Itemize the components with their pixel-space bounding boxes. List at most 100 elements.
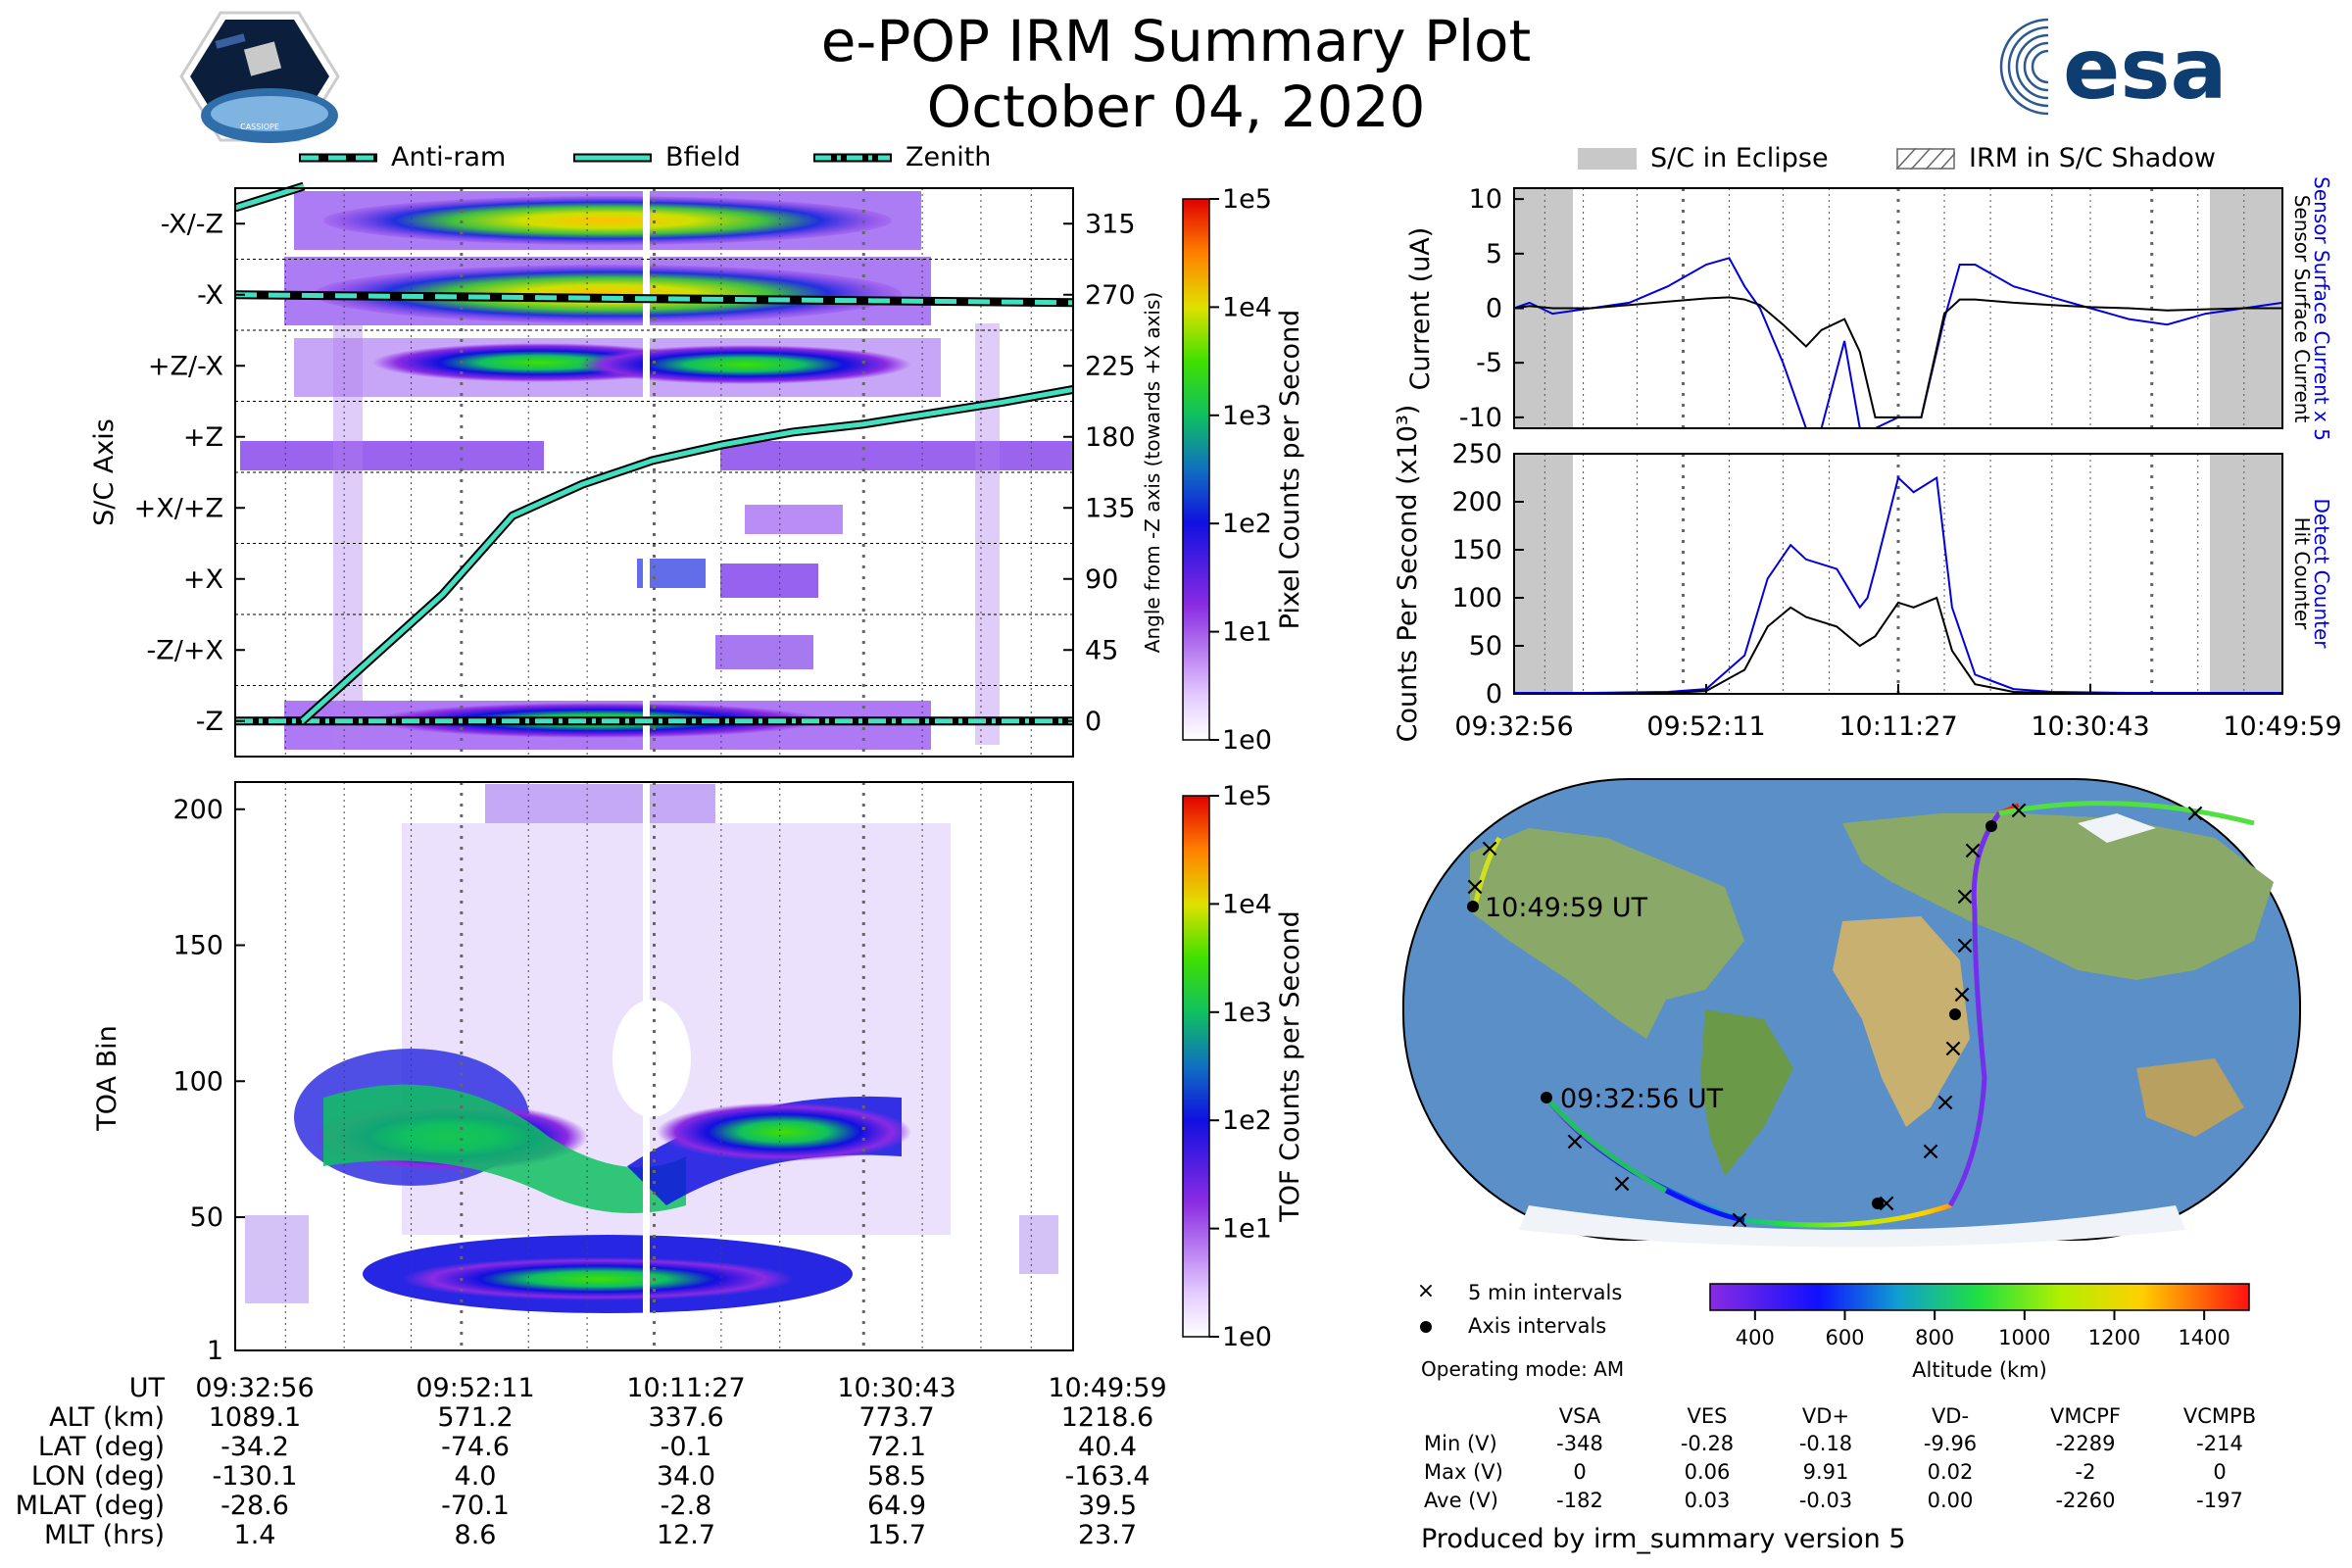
y-tick-label: 50 <box>1469 631 1502 662</box>
orbit-track-south <box>1664 1188 1745 1223</box>
band-hot <box>323 196 892 245</box>
voltage-cell: 0.06 <box>1685 1460 1731 1484</box>
voltage-cell: -2260 <box>2055 1489 2115 1512</box>
produced-by: Produced by irm_summary version 5 <box>1421 1524 1906 1554</box>
band-row <box>720 564 818 598</box>
ut-cell: 1218.6 <box>1061 1402 1153 1433</box>
legend-anti-ram: Anti-ram <box>299 142 506 172</box>
ut-cell: -70.1 <box>441 1491 510 1521</box>
orbit-5min-marker: × <box>1962 836 1984 865</box>
dashed-line-icon <box>299 153 377 162</box>
y-tick-label: 200 <box>1451 487 1502 517</box>
voltage-header: VES <box>1688 1404 1728 1428</box>
toa-frame <box>234 781 1074 1351</box>
colorbar-tick-label: 1e0 <box>1222 1322 1272 1352</box>
legend-zenith-label: Zenith <box>906 142 992 172</box>
orbit-start-label: 09:32:56 UT <box>1560 1084 1724 1114</box>
toa-left-blob <box>245 1215 309 1303</box>
colorbar-tick-label: 1e3 <box>1222 998 1272 1028</box>
orbit-5min-marker: × <box>1942 1034 1964 1063</box>
voltage-row-label: Ave (V) <box>1424 1489 1498 1512</box>
toa-top-band <box>485 784 715 823</box>
toa-gap <box>612 1000 691 1117</box>
voltage-table: VSA VES VD+ VD- VMCPF VCMPB Min (V) -348 -0.28 -0… <box>1424 1404 2256 1512</box>
toa-lower-band-core <box>402 1257 794 1300</box>
tof-colorbar: 1e5 1e4 1e3 1e2 1e1 1e0 TOF Counts per Second <box>1182 781 1305 1352</box>
altitude-tick-label: 400 <box>1736 1326 1775 1349</box>
cassiope-text: CASSIOPE <box>240 122 279 131</box>
operating-mode: Operating mode: AM <box>1421 1357 1624 1381</box>
orbit-5min-marker: × <box>1876 1189 1897 1218</box>
colorbar-tick-label: 1e0 <box>1222 725 1272 756</box>
y-tick-label: 0 <box>1486 294 1502 324</box>
orbit-axis-marker <box>1467 901 1479 912</box>
voltage-cell: -2289 <box>2055 1432 2115 1455</box>
altitude-tick-label: 1000 <box>1998 1326 2050 1349</box>
pixel-colorbar-ticks: 1e5 1e4 1e3 1e2 1e1 1e0 <box>1209 184 1272 756</box>
current-y2label-blue: Sensor Surface Current x 5 <box>2310 176 2333 441</box>
ut-cell: 571.2 <box>437 1402 513 1433</box>
y-tick-label: 50 <box>190 1202 223 1233</box>
colorbar-tick-label: 1e5 <box>1222 184 1272 215</box>
pixel-colorbar-label: Pixel Counts per Second <box>1275 310 1305 630</box>
ut-cell: 1.4 <box>234 1520 276 1550</box>
legend-bfield-label: Bfield <box>665 142 741 172</box>
sc-axis-frame <box>234 187 1074 758</box>
sc-axis-grid <box>235 188 1073 757</box>
orbit-track-start <box>1544 1096 1668 1194</box>
orbit-5min-marker: × <box>1464 872 1486 902</box>
orbit-5min-marker: × <box>2184 799 2206 828</box>
colorbar-tick-label: 1e1 <box>1222 1214 1272 1245</box>
band-row <box>715 635 813 669</box>
altitude-colorbar-label: Altitude (km) <box>1912 1358 2047 1382</box>
orbit-5min-marker: × <box>1951 980 1973 1009</box>
altitude-tick-label: 600 <box>1825 1326 1864 1349</box>
ut-row-label: ALT (km) <box>49 1402 165 1433</box>
x-tick-label: 09:52:11 <box>1646 711 1765 742</box>
legend-shadow: IRM in S/C Shadow <box>1896 143 2216 173</box>
legend-bfield: Bfield <box>573 142 741 172</box>
toa-upper-band-right-core <box>657 1102 911 1161</box>
voltage-cell: -348 <box>1556 1432 1603 1455</box>
cassiope-logo: CASSIOPE <box>179 11 340 143</box>
colorbar-tick-label: 1e3 <box>1222 401 1272 431</box>
y2-tick-label: 180 <box>1085 422 1136 453</box>
eclipse-region <box>1514 454 1573 694</box>
voltage-cell: 0 <box>2213 1460 2226 1484</box>
ut-cell: 64.9 <box>867 1491 926 1521</box>
voltage-row-label: Max (V) <box>1424 1460 1503 1484</box>
orbit-track-north <box>1998 801 2255 826</box>
data-gap <box>643 188 650 757</box>
legend-axis-label: Axis intervals <box>1468 1314 1606 1338</box>
orbit-5min-marker: × <box>1564 1127 1586 1156</box>
y-tick-label: 200 <box>172 795 223 825</box>
y-tick-label: +Z/-X <box>148 351 223 381</box>
y2-tick-label: 270 <box>1085 280 1136 311</box>
eurasia <box>1842 813 2274 980</box>
ut-cell: 10:49:59 <box>1048 1373 1166 1403</box>
y2-tick-label: 315 <box>1085 209 1136 239</box>
y-tick-label: 150 <box>1451 535 1502 565</box>
ut-cell: 40.4 <box>1078 1432 1137 1462</box>
toa-right-blob <box>1019 1215 1058 1274</box>
series-line <box>1514 475 2282 694</box>
antiram-line <box>234 292 1074 306</box>
ut-cell: 337.6 <box>648 1402 723 1433</box>
x-tick-label: 10:30:43 <box>2031 711 2149 742</box>
ut-cell: -2.8 <box>661 1491 712 1521</box>
orbit-markers: × × × × × × × × × × × × × × × <box>1464 796 2206 1235</box>
legend-shadow-label: IRM in S/C Shadow <box>1969 143 2217 173</box>
voltage-cell: 0.02 <box>1928 1460 1974 1484</box>
tof-colorbar-ticks: 1e5 1e4 1e3 1e2 1e1 1e0 <box>1209 781 1272 1352</box>
current-ticks: 10 5 0 -5 -10 <box>1459 184 1524 433</box>
x-tick-label: 09:32:56 <box>1454 711 1573 742</box>
voltage-cell: 9.91 <box>1803 1460 1849 1484</box>
altitude-colorbar: 400 600 800 1000 1200 1400 Altitude (km) <box>1709 1283 2250 1382</box>
legend-zenith: Zenith <box>813 142 991 172</box>
ut-row-label: LON (deg) <box>31 1461 165 1492</box>
counts-grid <box>1544 454 2245 694</box>
tof-colorbar-label: TOF Counts per Second <box>1275 910 1305 1223</box>
y-tick-label: -5 <box>1476 348 1502 378</box>
ut-cell: 58.5 <box>867 1461 926 1492</box>
australia <box>2136 1058 2244 1137</box>
